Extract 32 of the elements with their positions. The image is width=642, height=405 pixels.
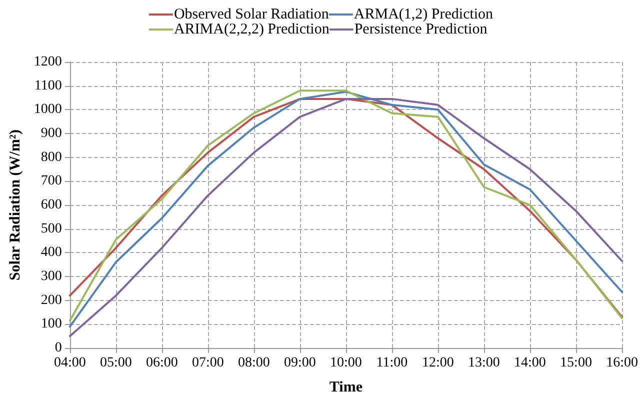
y-tick-label: 500 xyxy=(40,221,62,236)
x-tick-label: 13:00 xyxy=(468,356,500,370)
y-tick-label: 100 xyxy=(40,316,62,332)
y-tick-label: 900 xyxy=(40,126,62,141)
y-tick-label: 1200 xyxy=(34,54,62,70)
x-tick-label: 11:00 xyxy=(376,356,408,370)
legend-label: Persistence Prediction xyxy=(354,22,488,38)
x-tick-label: 10:00 xyxy=(330,356,362,370)
x-tick-label: 09:00 xyxy=(284,356,316,370)
y-tick-label: 400 xyxy=(40,245,62,260)
x-tick-label: 08:00 xyxy=(238,356,270,370)
x-tick-label: 05:00 xyxy=(100,356,132,370)
y-tick-label: 200 xyxy=(40,292,62,308)
legend-label: ARMA(1,2) Prediction xyxy=(354,6,494,22)
x-tick-label: 07:00 xyxy=(192,356,224,370)
y-tick-label: 700 xyxy=(40,174,62,189)
x-tick-label: 06:00 xyxy=(146,356,178,370)
legend-label: ARIMA(2,2,2) Prediction xyxy=(174,22,330,38)
x-tick-label: 15:00 xyxy=(560,356,592,370)
y-tick-label: 300 xyxy=(40,269,62,284)
y-tick-label: 600 xyxy=(40,198,62,212)
y-tick-label: 800 xyxy=(40,150,62,165)
y-tick-label: 1100 xyxy=(34,78,62,94)
x-tick-label: 04:00 xyxy=(54,356,86,370)
legend-label: Observed Solar Radiation xyxy=(174,6,330,22)
x-tick-label: 12:00 xyxy=(422,356,454,370)
x-tick-label: 14:00 xyxy=(514,356,546,370)
y-tick-label: 1000 xyxy=(34,102,62,118)
x-axis-title: Time xyxy=(329,380,363,396)
y-tick-label: 0 xyxy=(54,340,62,356)
x-tick-label: 16:00 xyxy=(606,356,638,370)
y-axis-title: Solar Radiation (W/m²) xyxy=(8,130,24,280)
